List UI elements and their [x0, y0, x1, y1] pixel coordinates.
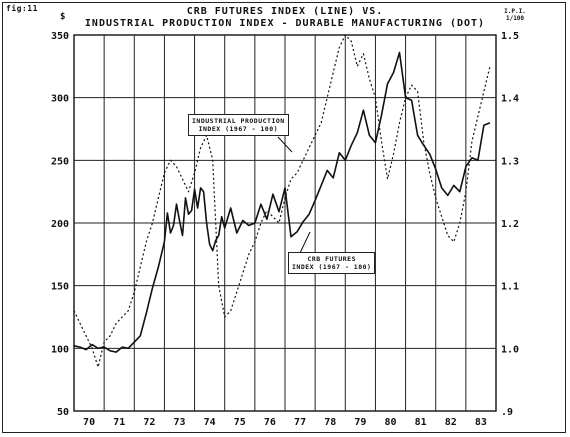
- y-tick-label-right: 1.5: [501, 31, 519, 42]
- industrial-production-series-line: [73, 34, 491, 368]
- chart-frame: [2, 2, 566, 433]
- crb-annotation-line2: INDEX (1967 - 100): [292, 263, 372, 271]
- right-axis-unit-line1: I.P.I.: [504, 8, 526, 15]
- x-tick-label: 80: [384, 417, 396, 428]
- y-tick-label-right: 1.1: [501, 282, 519, 293]
- x-tick-label: 83: [475, 417, 487, 428]
- industrial-production-annotation: INDUSTRIAL PRODUCTION INDEX (1967 - 100): [188, 114, 289, 136]
- crb-futures-series-line: [73, 51, 491, 353]
- figure-label: fig:11: [6, 4, 38, 13]
- y-tick-label-left: 100: [51, 344, 69, 355]
- ip-annotation-line1: INDUSTRIAL PRODUCTION: [192, 117, 285, 125]
- y-tick-label-right: 1.0: [501, 344, 519, 355]
- crb-annotation-leader: [299, 231, 311, 254]
- x-tick-label: 82: [445, 417, 457, 428]
- x-tick-label: 74: [204, 417, 216, 428]
- y-tick-label-right: 1.2: [501, 219, 519, 230]
- x-tick-label: 71: [113, 417, 125, 428]
- y-tick-label-left: 300: [51, 94, 69, 105]
- x-tick-label: 72: [143, 417, 155, 428]
- x-tick-label: 75: [234, 417, 246, 428]
- x-tick-label: 77: [294, 417, 306, 428]
- x-tick-label: 79: [354, 417, 366, 428]
- ip-annotation-line2: INDEX (1967 - 100): [198, 125, 279, 133]
- right-axis-unit: I.P.I. 1/100: [500, 8, 530, 22]
- x-tick-label: 70: [83, 417, 95, 428]
- crb-futures-annotation: CRB FUTURES INDEX (1967 - 100): [288, 252, 376, 274]
- crb-annotation-line1: CRB FUTURES: [307, 255, 356, 263]
- right-axis-unit-line2: 1/100: [505, 15, 525, 22]
- y-tick-label-left: 150: [51, 282, 69, 293]
- x-tick-label: 76: [264, 417, 276, 428]
- x-tick-label: 81: [415, 417, 427, 428]
- left-axis-unit: $: [60, 12, 66, 22]
- y-tick-label-left: 200: [51, 219, 69, 230]
- y-tick-label-left: 350: [51, 31, 69, 42]
- y-tick-label-left: 50: [57, 407, 69, 418]
- x-tick-label: 73: [173, 417, 185, 428]
- y-tick-label-right: .9: [501, 407, 513, 418]
- y-tick-label-right: 1.3: [501, 156, 519, 167]
- chart-title-line1: CRB FUTURES INDEX (LINE) VS.: [186, 6, 384, 17]
- chart-title-line2: INDUSTRIAL PRODUCTION INDEX - DURABLE MA…: [84, 18, 486, 29]
- x-tick-label: 78: [324, 417, 336, 428]
- y-tick-label-left: 250: [51, 156, 69, 167]
- ip-annotation-leader: [277, 136, 293, 153]
- y-tick-label-right: 1.4: [501, 94, 519, 105]
